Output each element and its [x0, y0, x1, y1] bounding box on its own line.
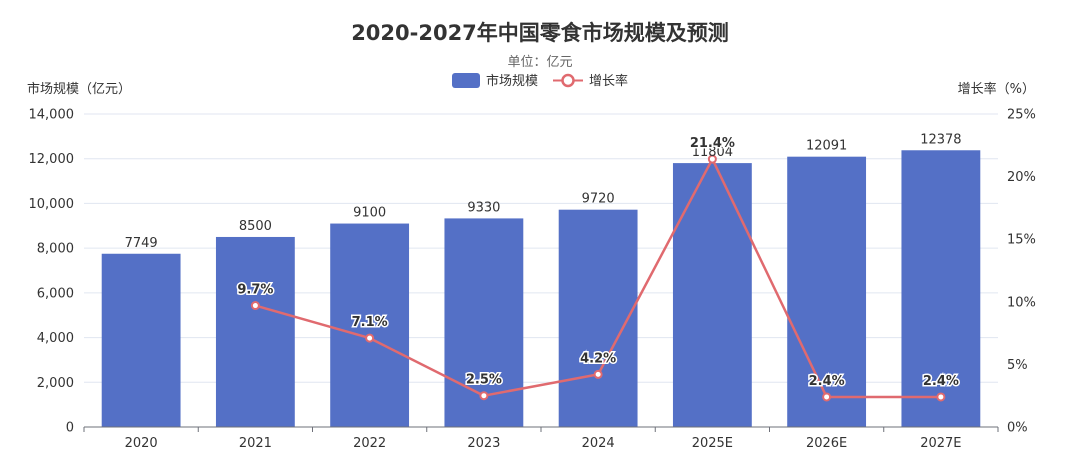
y-tick-left: 2,000 [37, 376, 74, 391]
y-tick-right: 20% [1007, 170, 1036, 185]
bar-value-label: 9720 [582, 192, 615, 207]
x-tick-label: 2024 [582, 436, 615, 451]
y-tick-left: 4,000 [37, 331, 74, 346]
bar-value-label: 11804 [692, 145, 733, 160]
y-tick-right: 10% [1007, 295, 1036, 310]
x-tick-label: 2023 [467, 436, 500, 451]
bar-value-label: 12378 [920, 132, 961, 147]
y-tick-left: 0 [66, 421, 74, 436]
y-tick-right: 25% [1007, 108, 1036, 123]
growth-rate-label: 7.1% [352, 315, 388, 330]
growth-rate-point [250, 301, 260, 311]
y-axis-left-title: 市场规模（亿元） [27, 81, 131, 97]
x-tick-label: 2025E [692, 436, 733, 451]
y-tick-left: 14,000 [29, 108, 75, 123]
y-tick-left: 10,000 [29, 197, 75, 212]
bar [215, 236, 295, 427]
legend[interactable]: 市场规模 增长率 [452, 73, 628, 89]
bar-value-label: 9100 [353, 206, 386, 221]
growth-rate-point [365, 333, 375, 343]
growth-rate-point [593, 369, 603, 379]
legend-bar-label: 市场规模 [486, 73, 538, 89]
growth-rate-label: 21.4% [690, 136, 735, 151]
bar [787, 156, 867, 427]
bar [101, 253, 181, 427]
bar [901, 150, 981, 427]
growth-rate-point [822, 392, 832, 402]
x-tick-label: 2022 [353, 436, 386, 451]
x-tick-label: 2027E [920, 436, 961, 451]
bar-value-label: 9330 [467, 200, 500, 215]
legend-bar-swatch [452, 73, 480, 88]
chart-title: 2020-2027年中国零食市场规模及预测 [351, 21, 729, 45]
bar-value-label: 8500 [239, 219, 272, 234]
growth-rate-label: 2.5% [466, 373, 502, 388]
legend-line-label: 增长率 [589, 73, 628, 89]
bar [558, 209, 638, 427]
bar-value-label: 7749 [125, 236, 158, 251]
x-tick-label: 2021 [239, 436, 272, 451]
growth-rate-point [707, 154, 717, 164]
growth-rate-label: 9.7% [237, 283, 273, 298]
y-tick-right: 15% [1007, 233, 1036, 248]
chart-subtitle: 单位：亿元 [507, 55, 572, 70]
y-tick-left: 12,000 [29, 152, 75, 167]
y-tick-left: 6,000 [37, 286, 74, 301]
x-tick-label: 2026E [806, 436, 847, 451]
growth-rate-point [479, 391, 489, 401]
growth-rate-label: 4.2% [580, 351, 616, 366]
growth-rate-point [936, 392, 946, 402]
x-tick-label: 2020 [125, 436, 158, 451]
bar-value-label: 12091 [806, 139, 847, 154]
growth-rate-label: 2.4% [923, 374, 959, 389]
legend-line-marker [561, 73, 575, 88]
bar [672, 163, 752, 427]
y-tick-right: 0% [1007, 421, 1028, 436]
y-tick-left: 8,000 [37, 242, 74, 257]
bar [330, 223, 410, 427]
growth-rate-label: 2.4% [809, 374, 845, 389]
y-axis-right-title: 增长率（%） [958, 81, 1035, 97]
y-tick-right: 5% [1007, 358, 1028, 373]
